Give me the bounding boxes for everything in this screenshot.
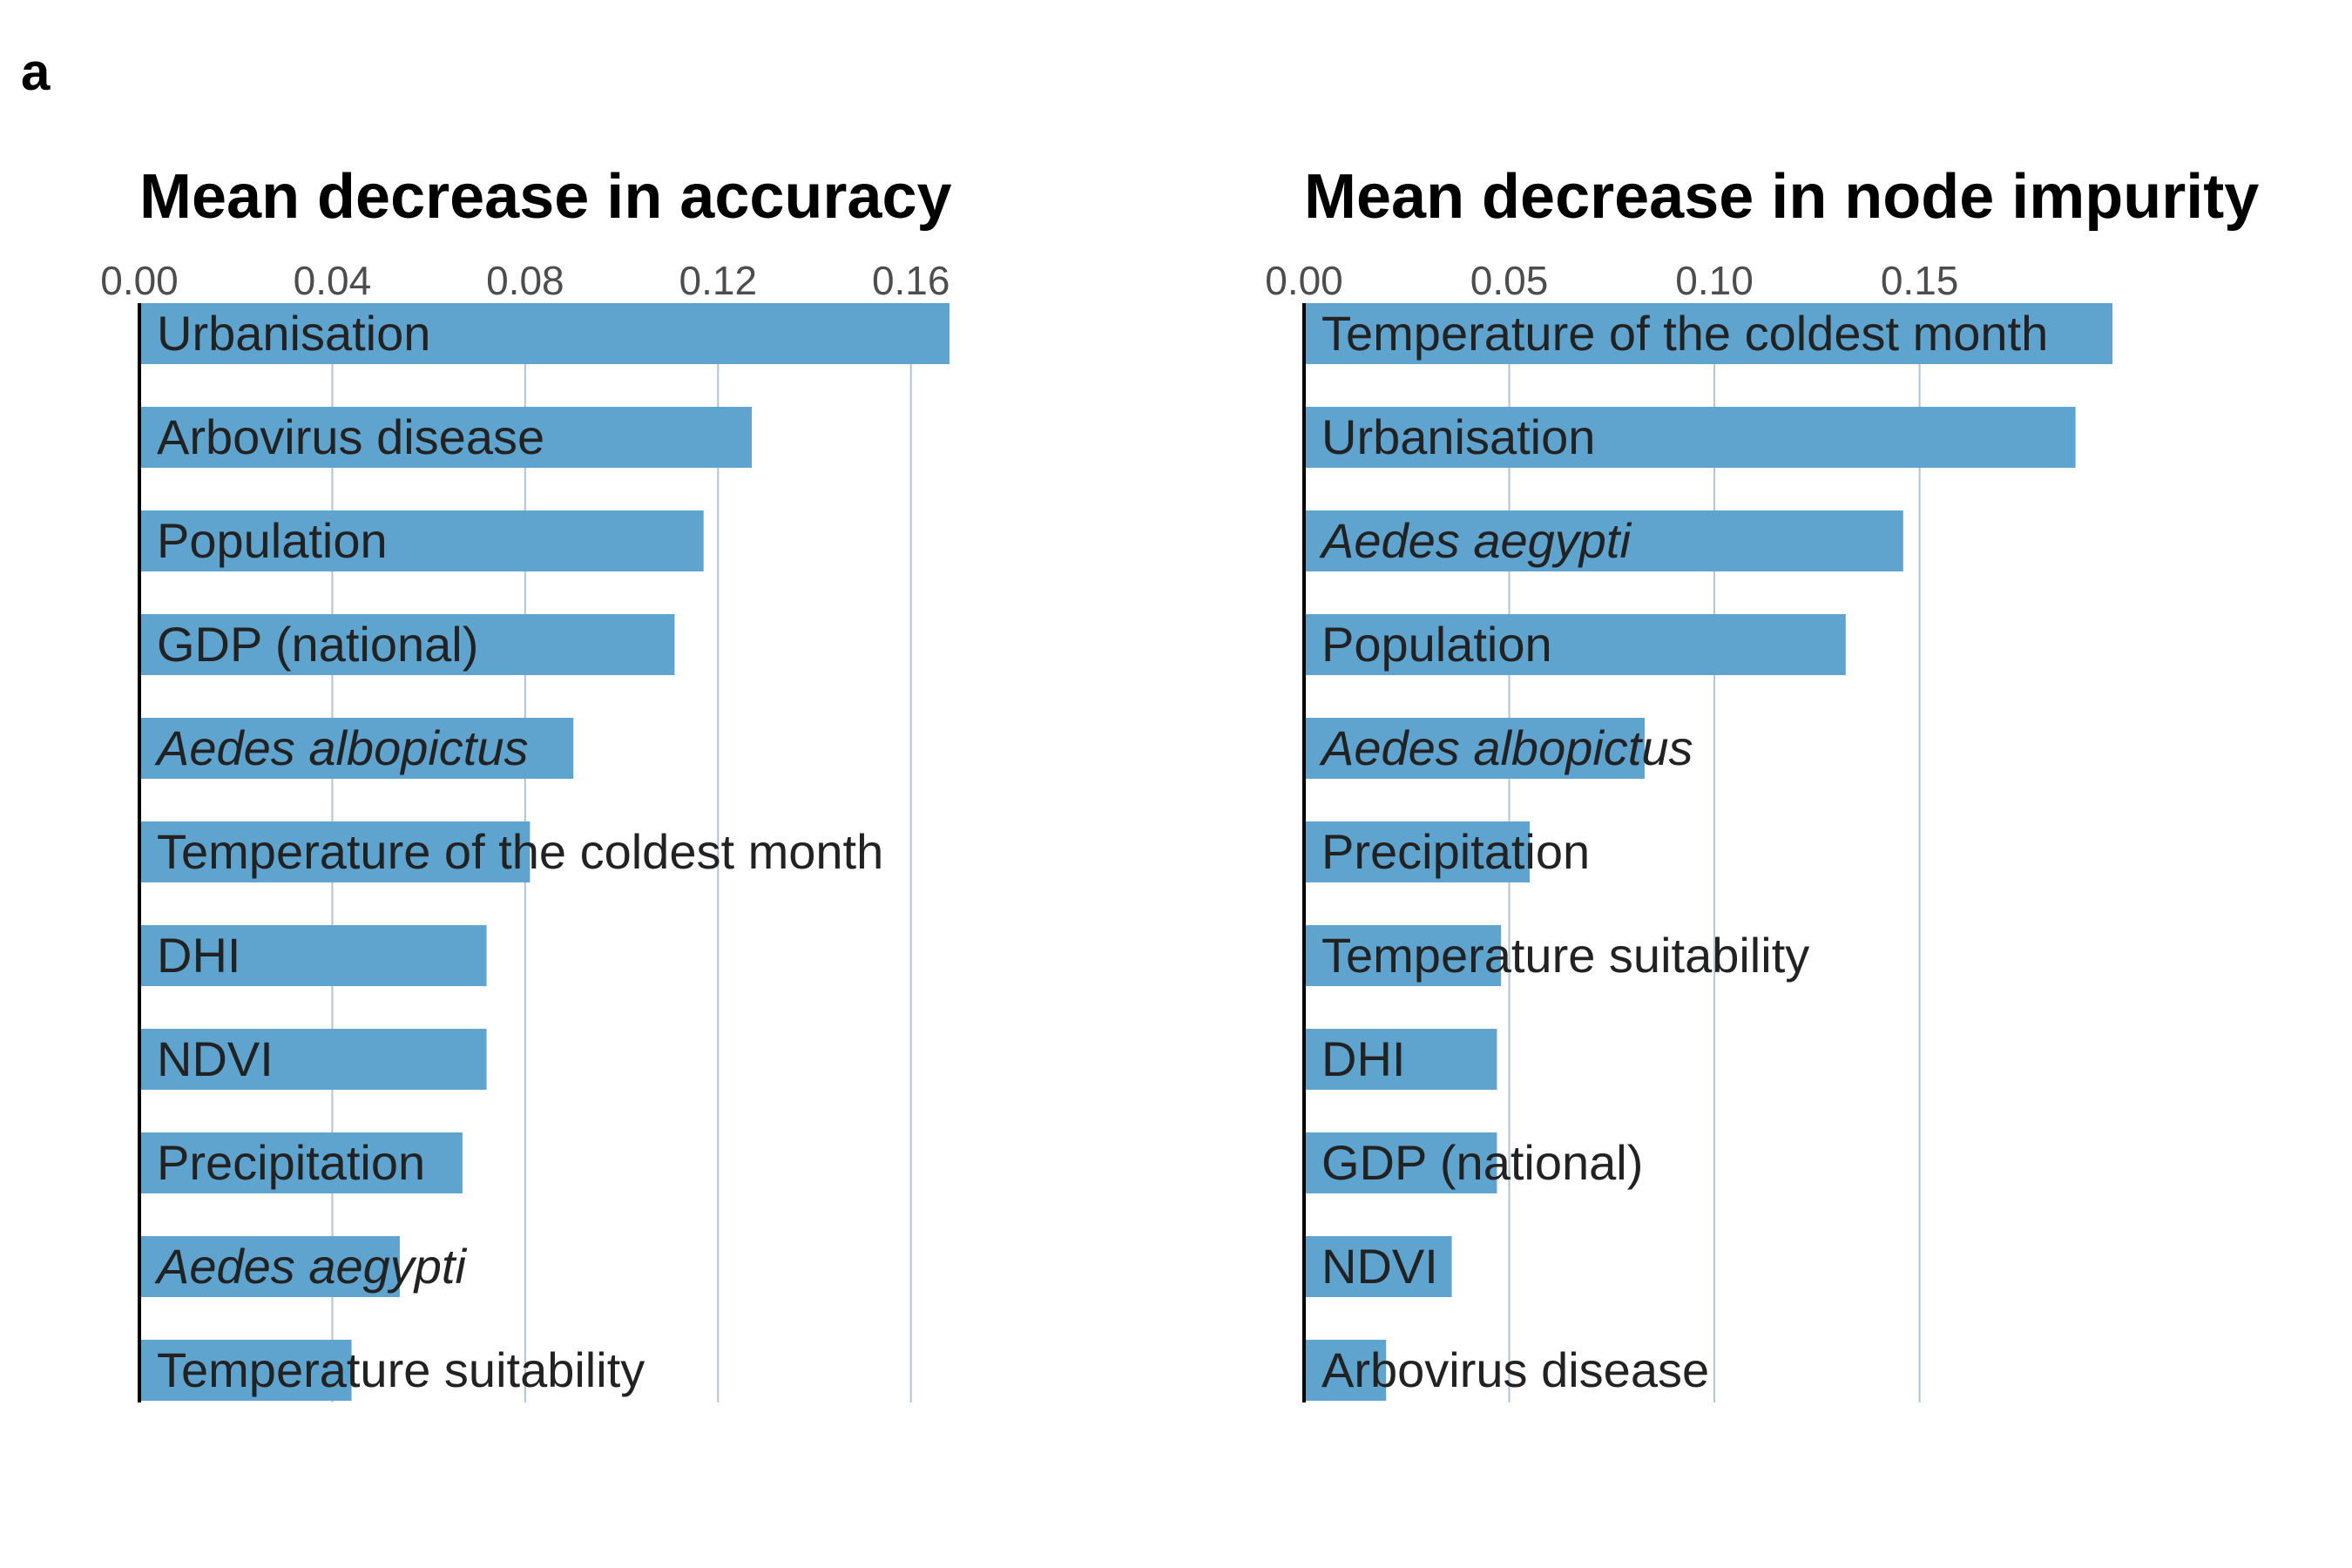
bar [139, 407, 753, 468]
bar [1304, 510, 1903, 571]
x-tick-label: 0.00 [100, 258, 179, 303]
x-tick-label: 0.00 [1265, 258, 1343, 303]
bar-label: Urbanisation [157, 306, 430, 361]
bar-label: Aedes albopictus [154, 720, 529, 775]
bar [139, 614, 675, 675]
bar-label: Precipitation [1321, 824, 1590, 879]
x-tick-label: 0.15 [1881, 258, 1959, 303]
bar-label: Temperature suitability [157, 1342, 645, 1397]
bar-label: Aedes aegypti [154, 1239, 467, 1294]
chart-title: Mean decrease in accuracy [139, 162, 952, 232]
panel-label: a [21, 43, 51, 101]
bar-label: Population [157, 513, 388, 568]
bar [1304, 1029, 1497, 1090]
bar-label: Temperature of the coldest month [157, 824, 883, 879]
bar-label: Temperature suitability [1321, 928, 1809, 983]
bar [1304, 1340, 1387, 1401]
bar-label: DHI [157, 928, 240, 983]
bar [1304, 1236, 1452, 1297]
bar [1304, 614, 1846, 675]
bar [1304, 925, 1502, 986]
bar [1304, 303, 2112, 364]
bar-label: NDVI [157, 1031, 274, 1086]
bar [139, 303, 950, 364]
bar-label: Urbanisation [1321, 409, 1595, 464]
chart-panel-2: Mean decrease in node impurity 0.00 0.05 0.… [1265, 162, 2259, 1402]
x-tick-label: 0.12 [679, 258, 758, 303]
chart-title: Mean decrease in node impurity [1304, 162, 2259, 232]
bar-label: Arbovirus disease [157, 409, 544, 464]
x-tick-label: 0.04 [294, 258, 372, 303]
bar-label: GDP (national) [157, 617, 478, 672]
bar [139, 718, 574, 779]
bar-label: GDP (national) [1321, 1135, 1643, 1190]
bar [1304, 718, 1645, 779]
x-tick-label: 0.10 [1675, 258, 1754, 303]
x-tick-label: 0.05 [1470, 258, 1549, 303]
bar-label: Precipitation [157, 1135, 425, 1190]
x-tick-label: 0.16 [872, 258, 950, 303]
bar [1304, 821, 1531, 882]
bar-label: DHI [1321, 1031, 1405, 1086]
bar [139, 1029, 487, 1090]
bar-label: Arbovirus disease [1321, 1342, 1709, 1397]
chart-panel-1: Mean decrease in accuracy 0.00 0.04 0.08 0.1… [100, 162, 952, 1402]
bar [139, 925, 487, 986]
bar [139, 1340, 352, 1401]
bar-label: Population [1321, 617, 1552, 672]
bar [1304, 1132, 1497, 1193]
bar [139, 1132, 463, 1193]
bar [139, 510, 704, 571]
bar [139, 1236, 400, 1297]
bar-label: Aedes aegypti [1319, 513, 1632, 568]
bar-label: NDVI [1321, 1239, 1438, 1294]
bar-label: Aedes albopictus [1319, 720, 1693, 775]
bar-label: Temperature of the coldest month [1321, 306, 2048, 361]
bar [139, 821, 531, 882]
x-tick-label: 0.08 [486, 258, 564, 303]
bar [1304, 407, 2076, 468]
